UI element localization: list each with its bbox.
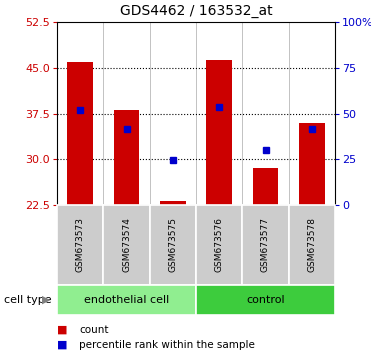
Bar bbox=[253, 169, 278, 205]
Bar bbox=[299, 122, 325, 205]
Bar bbox=[206, 61, 232, 205]
Text: GSM673575: GSM673575 bbox=[168, 217, 177, 273]
Text: GSM673577: GSM673577 bbox=[261, 217, 270, 273]
Bar bbox=[196, 205, 242, 285]
Text: cell type: cell type bbox=[4, 295, 51, 305]
Text: GSM673578: GSM673578 bbox=[307, 217, 316, 273]
Text: ▶: ▶ bbox=[42, 295, 51, 305]
Bar bbox=[114, 110, 139, 205]
Text: ■: ■ bbox=[57, 325, 71, 335]
Bar bbox=[289, 205, 335, 285]
Title: GDS4462 / 163532_at: GDS4462 / 163532_at bbox=[120, 4, 272, 18]
Bar bbox=[68, 62, 93, 205]
Text: endothelial cell: endothelial cell bbox=[84, 295, 169, 305]
Bar bbox=[104, 205, 150, 285]
Bar bbox=[160, 201, 186, 205]
Text: ■: ■ bbox=[57, 340, 71, 350]
Text: count: count bbox=[79, 325, 109, 335]
Bar bbox=[57, 205, 104, 285]
Text: GSM673574: GSM673574 bbox=[122, 218, 131, 273]
Bar bbox=[57, 285, 196, 315]
Bar bbox=[242, 205, 289, 285]
Bar bbox=[150, 205, 196, 285]
Text: control: control bbox=[246, 295, 285, 305]
Text: percentile rank within the sample: percentile rank within the sample bbox=[79, 340, 255, 350]
Text: GSM673573: GSM673573 bbox=[76, 217, 85, 273]
Text: GSM673576: GSM673576 bbox=[215, 217, 224, 273]
Bar bbox=[196, 285, 335, 315]
